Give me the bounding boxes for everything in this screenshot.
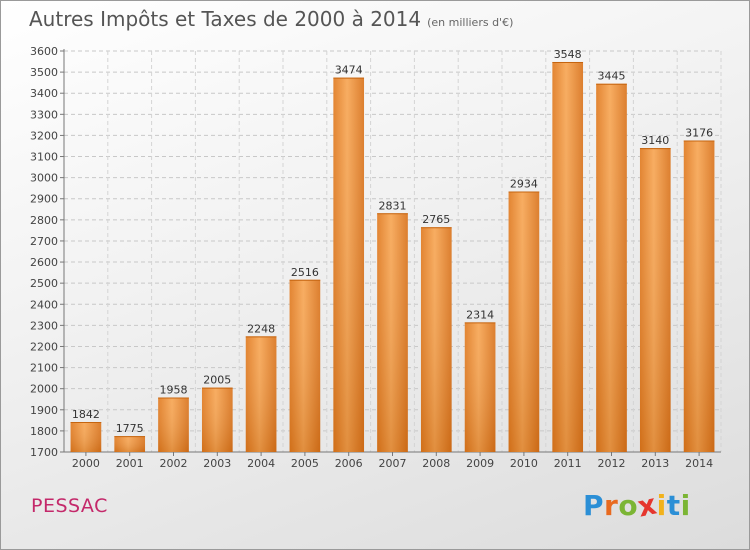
x-tick-label: 2008 (422, 457, 450, 470)
y-tick-label: 2100 (30, 362, 58, 375)
value-label: 3548 (554, 48, 582, 61)
value-label: 2934 (510, 178, 538, 191)
y-tick-label: 2600 (30, 256, 58, 269)
x-tick-label: 2000 (72, 457, 100, 470)
bar-shade (683, 140, 715, 452)
x-tick-label: 2005 (291, 457, 319, 470)
y-tick-label: 3000 (30, 172, 58, 185)
bar-shade (639, 148, 671, 452)
bar-shade (596, 83, 627, 452)
bar-shade (245, 336, 277, 452)
value-label: 3474 (335, 64, 363, 77)
logo-letter: i (656, 489, 667, 522)
value-label: 3176 (685, 126, 713, 139)
y-tick-label: 3300 (30, 108, 58, 121)
bar-shade (552, 61, 584, 453)
value-label: 1775 (116, 422, 144, 435)
x-tick-label: 2006 (335, 457, 363, 470)
axes: 1700 1800 1900 2000 2100 2200 2300 2400 2500 2600… (30, 45, 721, 470)
value-label: 2005 (203, 374, 231, 387)
chart-subtitle: (en milliers d'€) (427, 16, 514, 29)
city-name: PESSAC (31, 495, 108, 517)
x-tick-label: 2007 (379, 457, 407, 470)
x-tick-label: 2011 (554, 457, 582, 470)
y-tick-label: 2000 (30, 383, 58, 396)
logo-letter: i (680, 489, 691, 522)
bar-shade (158, 397, 189, 452)
x-tick-label: 2010 (510, 457, 538, 470)
logo-letter: t (666, 489, 681, 522)
y-tick-label: 3100 (30, 151, 58, 164)
bar-shade (420, 227, 452, 452)
y-tick-label: 2800 (30, 214, 58, 227)
bar-shade (114, 436, 146, 452)
chart-title: Autres Impôts et Taxes de 2000 à 2014 (en… (29, 7, 513, 31)
bar-shade (289, 279, 321, 452)
value-label: 1958 (160, 384, 188, 397)
bar-shade (201, 387, 233, 452)
value-labels: 1842 1775 1958 2005 2248 2516 3474 2831 2765 2314… (72, 48, 713, 435)
value-label: 2248 (247, 322, 275, 335)
bar-shade (377, 213, 408, 452)
y-tick-label: 1700 (30, 446, 58, 459)
x-tick-label: 2002 (160, 457, 188, 470)
x-tick-label: 2001 (116, 457, 144, 470)
y-tick-label: 3400 (30, 87, 58, 100)
chart-title-text: Autres Impôts et Taxes de 2000 à 2014 (29, 7, 422, 31)
y-tick-label: 2900 (30, 193, 58, 206)
x-tick-label: 2014 (685, 457, 713, 470)
logo-letter: P (583, 489, 605, 522)
value-label: 2314 (466, 308, 494, 321)
y-tick-label: 2200 (30, 340, 58, 353)
x-tick-label: 2003 (203, 457, 231, 470)
x-tick-label: 2012 (598, 457, 626, 470)
bar-shade (70, 422, 102, 452)
logo-letter: r (604, 489, 619, 522)
value-label: 2765 (422, 213, 450, 226)
logo-letter: o (618, 489, 639, 522)
value-label: 2516 (291, 266, 319, 279)
bars (70, 61, 715, 453)
x-tick-label: 2013 (641, 457, 669, 470)
value-label: 2831 (379, 199, 407, 212)
proxiti-logo: Proxiti (583, 487, 691, 523)
x-tick-label: 2009 (466, 457, 494, 470)
y-tick-label: 1800 (30, 425, 58, 438)
value-label: 3140 (641, 134, 669, 147)
y-tick-label: 3600 (30, 45, 58, 58)
y-tick-label: 2300 (30, 319, 58, 332)
y-tick-label: 3200 (30, 129, 58, 142)
y-tick-label: 2400 (30, 298, 58, 311)
value-label: 3445 (598, 70, 626, 83)
y-tick-label: 3500 (30, 66, 58, 79)
bar-shade (333, 77, 365, 453)
y-tick-label: 2500 (30, 277, 58, 290)
x-tick-label: 2004 (247, 457, 275, 470)
y-tick-label: 1900 (30, 404, 58, 417)
bar-shade (508, 191, 540, 453)
value-label: 1842 (72, 408, 100, 421)
bar-shade (464, 322, 496, 452)
y-tick-label: 2700 (30, 235, 58, 248)
